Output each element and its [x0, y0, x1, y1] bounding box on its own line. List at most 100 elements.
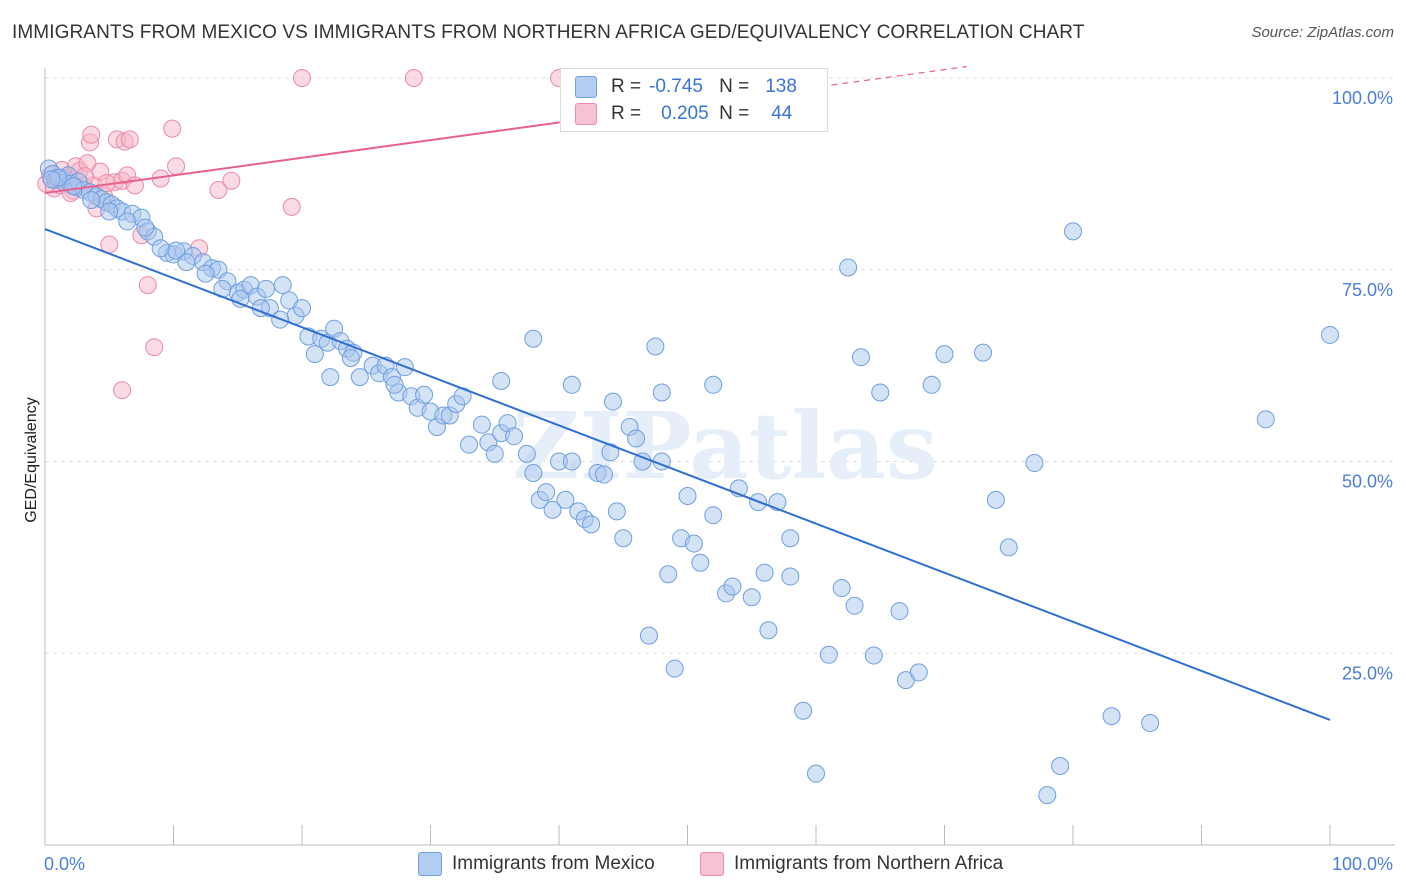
northern-africa-point	[209, 180, 228, 199]
y-tick-label: 50.0%	[1342, 472, 1393, 492]
mexico-point	[742, 588, 761, 607]
x-tick-label-min: 0.0%	[44, 854, 85, 874]
mexico-point	[1102, 707, 1121, 726]
mexico-point	[652, 383, 671, 402]
mexico-point	[341, 348, 360, 367]
mexico-point	[974, 343, 993, 362]
mexico-point	[659, 565, 678, 584]
mexico-point	[807, 764, 825, 783]
mexico-point	[759, 621, 778, 640]
mexico-point	[1256, 410, 1275, 429]
axes	[44, 68, 1395, 846]
stats-row-mexico: R = -0.745 N = 138	[575, 75, 797, 99]
mexico-point	[472, 415, 491, 434]
mexico-point	[646, 337, 665, 356]
northern-africa-points	[37, 69, 568, 400]
northern-africa-swatch	[575, 103, 597, 125]
mexico-point	[922, 375, 941, 394]
mexico-point	[986, 490, 1005, 509]
legend-item-northern-africa[interactable]: Immigrants from Northern Africa	[700, 852, 1003, 876]
mexico-point	[1064, 222, 1082, 241]
mexico-point	[601, 443, 620, 462]
n-value: 138	[765, 76, 797, 97]
mexico-point	[627, 429, 646, 448]
r-label: R =	[611, 103, 642, 124]
mexico-point	[321, 368, 340, 387]
mexico-point	[460, 435, 479, 454]
mexico-point	[82, 190, 101, 209]
mexico-point	[845, 596, 864, 615]
northern-africa-legend-swatch	[700, 852, 724, 876]
mexico-point	[524, 329, 543, 348]
mexico-point	[851, 348, 870, 367]
mexico-point	[505, 427, 524, 446]
r-value: 0.205	[661, 103, 709, 124]
mexico-trend-line	[44, 228, 1331, 721]
northern-africa-point	[82, 125, 101, 144]
mexico-point	[781, 529, 800, 548]
stats-row-northern-africa: R = 0.205 N = 44	[575, 102, 792, 126]
mexico-point	[1038, 786, 1057, 805]
mexico-point	[582, 515, 601, 534]
r-label: R =	[611, 76, 642, 97]
northern-africa-point	[120, 130, 139, 149]
mexico-point	[562, 375, 581, 394]
mexico-swatch	[575, 76, 597, 98]
northern-africa-point	[138, 276, 157, 295]
mexico-point	[196, 264, 215, 283]
mexico-point	[556, 490, 575, 509]
mexico-point	[594, 465, 613, 484]
mexico-point	[485, 444, 504, 463]
mexico-point	[1025, 454, 1044, 473]
mexico-point	[704, 375, 723, 394]
northern-africa-point	[167, 157, 186, 176]
northern-africa-point	[293, 69, 311, 87]
mexico-point	[136, 218, 155, 237]
mexico-point	[890, 602, 909, 621]
mexico-point	[819, 645, 838, 664]
mexico-point	[935, 345, 954, 364]
n-value: 44	[771, 103, 793, 124]
mexico-point	[517, 444, 536, 463]
n-label: N =	[719, 76, 750, 97]
mexico-point	[273, 276, 292, 295]
mexico-point	[639, 626, 658, 645]
mexico-point	[839, 258, 858, 277]
r-value: -0.745	[649, 76, 703, 97]
mexico-point	[350, 368, 369, 387]
mexico-point	[293, 299, 311, 318]
mexico-point	[1321, 325, 1339, 344]
mexico-point	[691, 553, 710, 572]
mexico-point	[704, 506, 723, 525]
northern-africa-point	[145, 338, 164, 357]
mexico-point	[524, 464, 543, 483]
mexico-point	[492, 371, 511, 390]
mexico-point	[794, 701, 813, 720]
mexico-point	[864, 646, 883, 665]
mexico-point	[832, 579, 851, 598]
mexico-point	[909, 663, 928, 682]
mexico-point	[100, 202, 119, 221]
watermark: ZIPatlas	[512, 392, 937, 500]
chart-title: IMMIGRANTS FROM MEXICO VS IMMIGRANTS FRO…	[12, 22, 1085, 43]
mexico-point	[755, 563, 774, 582]
mexico-point	[1141, 714, 1160, 733]
mexico-point	[999, 538, 1018, 557]
northern-africa-point	[113, 381, 132, 400]
northern-africa-point	[222, 171, 241, 190]
legend-item-mexico[interactable]: Immigrants from Mexico	[418, 852, 655, 876]
mexico-point	[537, 483, 556, 502]
mexico-point	[684, 534, 703, 553]
series-legend: Immigrants from Mexico Immigrants from N…	[0, 852, 1406, 878]
legend-label: Immigrants from Mexico	[452, 853, 655, 874]
y-tick-label: 100.0%	[1332, 88, 1393, 108]
x-tick-label-max: 100.0%	[1332, 854, 1393, 874]
mexico-point	[42, 170, 61, 189]
mexico-point	[64, 177, 83, 196]
mexico-point	[151, 239, 170, 258]
tick-labels: 100.0% 75.0% 50.0% 25.0% 0.0% 100.0%	[44, 88, 1393, 874]
legend-label: Immigrants from Northern Africa	[734, 853, 1004, 874]
northern-africa-point	[163, 119, 182, 138]
mexico-point	[614, 529, 633, 548]
